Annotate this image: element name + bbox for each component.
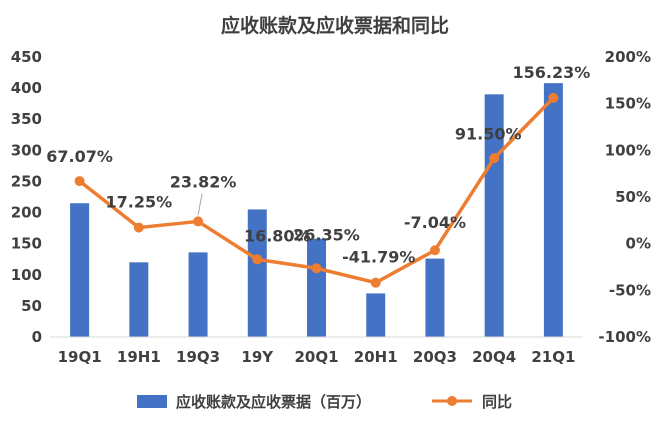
legend-line-label: 同比 [482,393,512,411]
bar [247,209,267,337]
yoy-data-label: 17.25% [106,193,173,212]
left-tick-label: 200 [11,204,42,222]
category-label: 20Q3 [413,348,457,366]
bar [425,258,445,337]
category-axis: 19Q1 19H1 19Q3 19Y 20Q1 20H1 20Q3 20Q4 21Q1 [58,348,576,366]
line-point [429,245,440,256]
right-tick-label: -100% [598,328,651,346]
category-label: 19Q1 [58,348,102,366]
category-label: 20Q1 [294,348,338,366]
bar [188,252,208,337]
legend-bar-label: 应收账款及应收票据（百万） [176,393,371,411]
bar [70,203,90,337]
left-tick-label: 100 [11,266,42,284]
bar [543,83,563,337]
line-point [252,254,263,265]
category-label: 19Q3 [176,348,220,366]
category-label: 20Q4 [472,348,516,366]
line-series [74,92,559,288]
yoy-data-label: -7.04% [404,213,466,232]
line-point [311,263,322,274]
yoy-data-label: 26.35% [293,225,360,244]
data-labels: 67.07% 17.25% 23.82% 16.80%26.35% -41.79% -7.… [46,63,590,267]
category-label: 20H1 [354,348,398,366]
left-axis: 0 50 100 150 200 250 300 350 400 450 [11,48,42,346]
right-tick-label: 100% [605,141,651,159]
yoy-data-label: 16.80% [244,226,311,245]
line-point [74,176,85,187]
bar [129,262,149,337]
left-tick-label: 50 [21,297,42,315]
legend-line-marker [447,396,457,406]
line-point [133,222,144,233]
right-tick-label: 50% [615,188,651,206]
yoy-data-label: 23.82% [170,172,237,191]
yoy-data-label: -41.79% [342,248,415,267]
right-tick-label: 150% [605,95,651,113]
left-tick-label: 150 [11,235,42,253]
yoy-data-label: 67.07% [46,147,113,166]
line-point [193,216,204,227]
category-label: 21Q1 [531,348,575,366]
left-tick-label: 0 [32,328,42,346]
right-tick-label: 200% [605,48,651,66]
left-tick-label: 300 [11,141,42,159]
category-label: 19Y [241,348,274,366]
label-leader-line [197,193,203,216]
category-label: 19H1 [117,348,161,366]
left-tick-label: 400 [11,79,42,97]
yoy-data-label: 156.23% [512,63,590,82]
right-axis: -100% -50% 0% 50% 100% 150% 200% [598,48,651,346]
right-tick-label: -50% [609,281,651,299]
left-tick-label: 450 [11,48,42,66]
left-tick-label: 350 [11,110,42,128]
legend-bar-swatch [137,395,167,408]
yoy-data-label: 91.50% [455,124,522,143]
bar [307,238,326,337]
legend: 应收账款及应收票据（百万） 同比 [137,393,512,411]
line-point [548,92,559,103]
line-point [370,277,381,288]
bar [366,293,386,337]
right-tick-label: 0% [626,235,651,253]
line-point [489,153,500,164]
left-tick-label: 250 [11,172,42,190]
chart-title: 应收账款及应收票据和同比 [221,14,449,37]
